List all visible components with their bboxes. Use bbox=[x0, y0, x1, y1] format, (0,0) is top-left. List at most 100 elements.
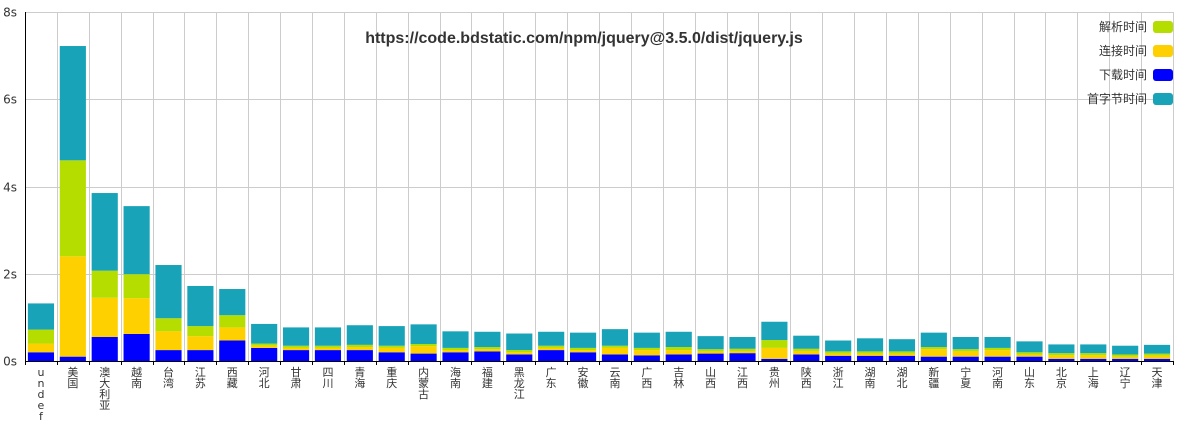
bar-segment bbox=[442, 352, 469, 361]
x-tick-label: 福建 bbox=[482, 365, 493, 390]
bar-segment bbox=[952, 337, 979, 350]
bar-segment bbox=[569, 347, 597, 351]
bar-segment bbox=[952, 349, 979, 352]
bar-segment bbox=[1143, 353, 1171, 356]
legend-label: 连接时间 bbox=[1099, 43, 1147, 58]
bar-segment bbox=[793, 354, 820, 361]
bar-segment bbox=[410, 353, 437, 361]
bar-segment bbox=[697, 349, 724, 352]
bar-segment bbox=[1016, 341, 1043, 353]
bar-segment bbox=[91, 337, 118, 361]
bar-segment bbox=[1143, 344, 1171, 354]
grid-layer bbox=[25, 12, 1174, 361]
x-tick-label: 吉林 bbox=[673, 366, 684, 390]
bar-segment bbox=[282, 347, 310, 351]
bar-segment bbox=[219, 289, 246, 316]
x-tick-label: 青海 bbox=[354, 366, 365, 390]
bar-segment bbox=[856, 355, 884, 361]
bar-segment bbox=[123, 274, 150, 299]
x-tick-label: 贵州 bbox=[769, 366, 780, 390]
x-tick-label: 北京 bbox=[1056, 366, 1067, 390]
bar-segment bbox=[187, 285, 214, 327]
bar-segment bbox=[27, 352, 55, 361]
bar-segment bbox=[952, 356, 979, 361]
bar-segment bbox=[251, 343, 278, 346]
x-tick-label: 湖北 bbox=[896, 366, 907, 390]
bar-segment bbox=[410, 324, 437, 344]
y-tick-label: 2s bbox=[3, 268, 17, 282]
bar-segment bbox=[27, 329, 55, 344]
bar-segment bbox=[793, 348, 820, 351]
bar-segment bbox=[538, 347, 565, 351]
legend-item[interactable]: 下载时间 bbox=[1099, 68, 1173, 82]
x-tick-label: 山西 bbox=[705, 366, 716, 390]
x-tick-label: 海南 bbox=[450, 365, 461, 390]
bar-segment bbox=[920, 356, 947, 361]
x-tick-label: 云南 bbox=[609, 366, 620, 390]
chart-title: https://code.bdstatic.com/npm/jquery@3.5… bbox=[365, 30, 803, 47]
bar-segment bbox=[538, 331, 565, 346]
bar-segment bbox=[569, 350, 597, 353]
x-tick-label: 广西 bbox=[641, 366, 652, 390]
bar-segment bbox=[378, 345, 405, 348]
bar-segment bbox=[314, 327, 342, 346]
bar-segment bbox=[633, 350, 660, 356]
bar-segment bbox=[1048, 358, 1075, 361]
bar-segment bbox=[123, 298, 150, 334]
bar-segment bbox=[474, 351, 501, 361]
bar-segment bbox=[123, 333, 150, 361]
bar-segment bbox=[1048, 355, 1075, 359]
x-tick-label: 美国 bbox=[67, 366, 78, 390]
legend-item[interactable]: 解析时间 bbox=[1099, 20, 1173, 34]
x-tick-label: 宁夏 bbox=[960, 365, 971, 390]
legend-item[interactable]: 首字节时间 bbox=[1087, 91, 1173, 106]
axis-layer: 0s 2s 4s 6s 8s u n d e f 美国 澳大利亚 越南台湾江苏西藏河北甘肃四川青海重庆内… bbox=[3, 6, 1174, 421]
bar-segment bbox=[155, 318, 182, 332]
bar-segment bbox=[920, 332, 947, 348]
x-tick-label: 山东 bbox=[1024, 366, 1035, 390]
y-tick-label: 4s bbox=[3, 181, 17, 195]
bar-segment bbox=[187, 326, 214, 337]
legend-item[interactable]: 连接时间 bbox=[1099, 43, 1173, 58]
bar-segment bbox=[856, 353, 884, 356]
bar-segment bbox=[825, 353, 852, 356]
x-tick-label: 河北 bbox=[259, 366, 270, 390]
x-tick-label: 上海 bbox=[1088, 366, 1099, 390]
bar-segment bbox=[378, 326, 405, 346]
bar-segment bbox=[59, 256, 86, 357]
bar-segment bbox=[506, 350, 533, 353]
bar-segment bbox=[219, 327, 246, 341]
bar-segment bbox=[888, 339, 916, 352]
bar-segment bbox=[1080, 355, 1107, 359]
x-tick-label: 重庆 bbox=[386, 365, 397, 390]
bar-segment bbox=[601, 347, 629, 355]
bar-segment bbox=[378, 347, 405, 353]
bar-segment bbox=[697, 351, 724, 354]
x-tick-label: 辽宁 bbox=[1120, 366, 1131, 390]
bar-segment bbox=[442, 347, 469, 351]
bar-segment bbox=[59, 356, 86, 361]
bar-segment bbox=[697, 336, 724, 350]
legend-swatch bbox=[1153, 45, 1173, 57]
bar-segment bbox=[888, 353, 916, 356]
bar-segment bbox=[219, 315, 246, 328]
bar-segment bbox=[665, 347, 692, 351]
bar-segment bbox=[825, 340, 852, 352]
bar-segment bbox=[1080, 353, 1107, 356]
x-tick-label: 河南 bbox=[992, 366, 1003, 390]
bar-segment bbox=[91, 270, 118, 298]
y-tick-label: 6s bbox=[3, 93, 17, 107]
bar-segment bbox=[984, 356, 1011, 361]
bar-segment bbox=[314, 345, 342, 348]
x-tick-label: 湖南 bbox=[865, 366, 876, 390]
bar-segment bbox=[729, 353, 756, 361]
bar-segment bbox=[251, 345, 278, 348]
bar-segment bbox=[187, 336, 214, 351]
x-tick-label: 澳大利亚 bbox=[99, 366, 110, 412]
bar-segment bbox=[314, 350, 342, 361]
x-tick-label: 台湾 bbox=[163, 365, 174, 390]
x-tick-label: 越南 bbox=[131, 365, 142, 390]
